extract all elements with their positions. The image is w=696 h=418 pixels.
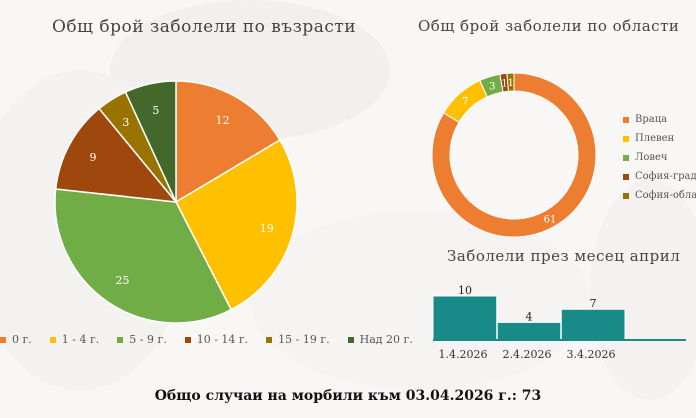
- legend-swatch: [623, 116, 629, 123]
- total-cases-text: Общо случаи на морбили към 03.04.2026 г.…: [154, 388, 542, 404]
- age-slice: [175, 80, 281, 204]
- age-legend-item: 1 - 4 г.: [49, 333, 100, 346]
- age-legend-label: 10 - 14 г.: [196, 333, 249, 346]
- age-slice: [175, 138, 298, 311]
- legend-swatch: [623, 135, 629, 142]
- age-slice: [54, 107, 178, 203]
- region-legend-label: Враца: [635, 114, 668, 125]
- area-value-label: 10: [458, 284, 472, 297]
- region-legend-label: София-област: [635, 190, 696, 201]
- age-legend: 0 г. 1 - 4 г. 5 - 9 г. 10 - 14 г. 15 - 19 г.…: [0, 333, 413, 346]
- area-category-label: 1.4.2026: [439, 348, 488, 361]
- age-slice-label: 25: [116, 274, 130, 287]
- legend-swatch: [623, 154, 629, 161]
- age-legend-label: Над 20 г.: [359, 333, 413, 346]
- region-legend-label: София-град: [635, 171, 696, 182]
- region-slice-label: 1: [508, 78, 514, 89]
- region-legend-label: Плевен: [635, 133, 675, 144]
- age-legend-label: 0 г.: [12, 333, 32, 346]
- age-slice: [54, 188, 233, 324]
- age-legend-label: 1 - 4 г.: [61, 333, 100, 346]
- legend-swatch: [623, 192, 629, 199]
- area-category-label: 2.4.2026: [503, 348, 552, 361]
- age-slice: [124, 80, 177, 203]
- age-slice-label: 3: [122, 116, 129, 129]
- region-chart-title: Общ брой заболели по области: [418, 17, 680, 35]
- region-slice-label: 3: [489, 81, 495, 92]
- region-legend-item: София-област: [623, 190, 696, 201]
- region-legend-item: София-град: [623, 171, 696, 182]
- age-legend-item: 0 г.: [0, 333, 32, 346]
- age-slice-label: 5: [152, 104, 159, 117]
- legend-swatch: [266, 336, 273, 343]
- region-legend-label: Ловеч: [635, 152, 668, 163]
- age-slice-label: 9: [89, 151, 96, 164]
- age-legend-label: 5 - 9 г.: [129, 333, 167, 346]
- legend-swatch: [49, 336, 56, 343]
- legend-swatch: [184, 336, 191, 343]
- region-slice: [431, 72, 597, 238]
- age-legend-item: 5 - 9 г.: [117, 333, 167, 346]
- legend-swatch: [117, 336, 124, 343]
- age-legend-item: 10 - 14 г.: [184, 333, 249, 346]
- region-slice-label: 1: [501, 79, 507, 90]
- age-slice-label: 12: [216, 114, 230, 127]
- region-slice-label: 61: [544, 214, 557, 225]
- region-legend-item: Ловеч: [623, 152, 696, 163]
- area-category-label: 3.4.2026: [567, 348, 616, 361]
- age-chart-title: Общ брой заболели по възрасти: [52, 17, 357, 37]
- region-slice-label: 7: [462, 97, 468, 108]
- age-slice-label: 19: [260, 222, 274, 235]
- area-value-label: 7: [590, 297, 597, 310]
- region-legend-item: Враца: [623, 114, 696, 125]
- legend-swatch: [623, 173, 629, 180]
- area-value-label: 4: [526, 310, 533, 323]
- legend-swatch: [0, 336, 6, 343]
- region-slice: [506, 72, 515, 92]
- age-legend-label: 15 - 19 г.: [278, 333, 330, 346]
- region-legend-item: Плевен: [623, 133, 696, 144]
- age-legend-item: Над 20 г.: [347, 333, 413, 346]
- region-legend: Враца Плевен Ловеч София-град София-област: [623, 114, 696, 201]
- age-legend-item: 15 - 19 г.: [266, 333, 330, 346]
- legend-swatch: [347, 336, 354, 343]
- april-chart-title: Заболели през месец април: [447, 247, 681, 265]
